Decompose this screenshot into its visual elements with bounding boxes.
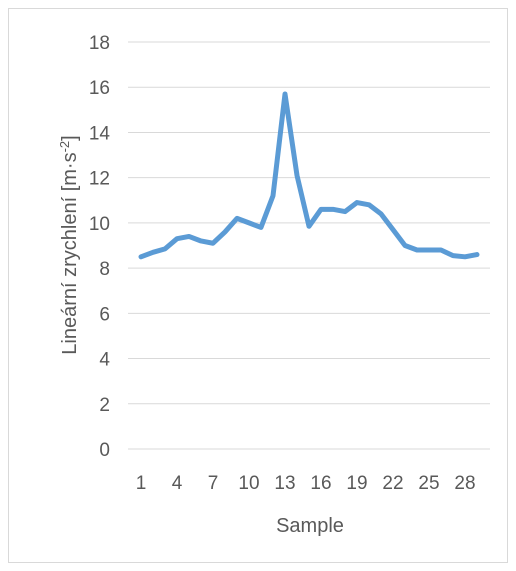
x-tick-labels: 1 4 7 10 13 16 19 22 25 28 bbox=[136, 473, 476, 494]
y-tick-label: 2 bbox=[99, 395, 110, 416]
y-tick-labels: 0 2 4 6 8 10 12 14 16 18 bbox=[89, 33, 111, 461]
series-line-0 bbox=[138, 91, 480, 260]
gridlines bbox=[128, 41, 490, 450]
y-tick-label: 12 bbox=[89, 169, 110, 190]
y-tick-label: 4 bbox=[99, 350, 110, 371]
x-tick-label: 28 bbox=[454, 473, 475, 494]
y-tick-label: 16 bbox=[89, 78, 110, 99]
x-tick-label: 25 bbox=[418, 473, 439, 494]
y-tick-label: 6 bbox=[99, 304, 110, 325]
y-tick-label: 10 bbox=[89, 214, 110, 235]
y-axis-title-main: Lineární zrychlení [m·s bbox=[59, 152, 81, 354]
x-tick-label: 7 bbox=[208, 473, 219, 494]
x-tick-label: 13 bbox=[274, 473, 295, 494]
y-tick-label: 14 bbox=[89, 123, 111, 144]
x-tick-label: 16 bbox=[310, 473, 331, 494]
x-tick-label: 10 bbox=[238, 473, 259, 494]
x-tick-label: 4 bbox=[172, 473, 183, 494]
x-axis-title: Sample bbox=[276, 515, 344, 537]
x-tick-label: 19 bbox=[346, 473, 367, 494]
y-axis-title-end: ] bbox=[59, 135, 81, 141]
y-tick-label: 8 bbox=[99, 259, 110, 280]
y-tick-label: 18 bbox=[89, 33, 110, 54]
x-tick-label: 1 bbox=[136, 473, 147, 494]
y-axis-title: Lineární zrychlení [m·s-2] bbox=[57, 135, 81, 354]
series-layer bbox=[138, 91, 480, 260]
chart-frame bbox=[8, 8, 508, 563]
y-axis-title-exponent: -2 bbox=[57, 141, 72, 153]
y-tick-label: 0 bbox=[99, 440, 110, 461]
x-tick-label: 22 bbox=[382, 473, 403, 494]
